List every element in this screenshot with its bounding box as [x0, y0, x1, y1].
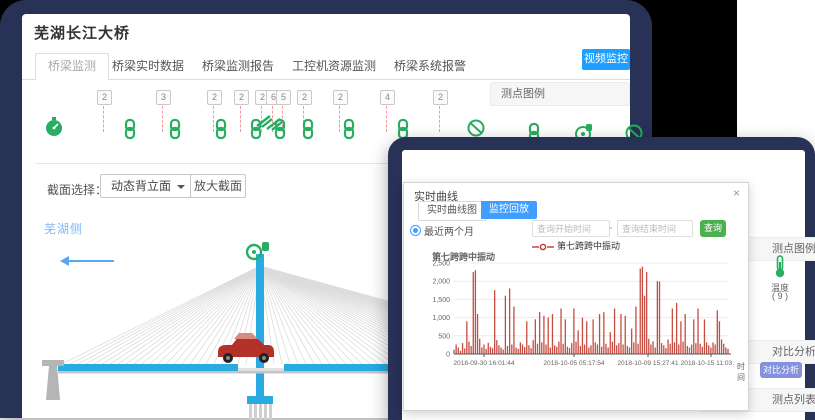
svg-text:2018-09-30 16:01:44: 2018-09-30 16:01:44 [453, 360, 515, 367]
svg-text:1,500: 1,500 [432, 297, 450, 304]
sensor-count-badge: 2 [333, 90, 348, 105]
sensor-count-badge: 2 [97, 90, 112, 105]
left-arrow-head-icon [55, 256, 69, 266]
car [218, 333, 274, 363]
ban-icon[interactable] [466, 117, 486, 139]
svg-text:500: 500 [438, 333, 450, 340]
temperature-count: ( 9 ) [771, 291, 788, 301]
sensor-drop-line [272, 106, 273, 132]
sensor-count-badge: 5 [276, 90, 291, 105]
sensor-drop-line [339, 106, 340, 132]
chain-link-icon[interactable] [165, 118, 185, 140]
tab-system-alarm[interactable]: 桥梁系统报警 [394, 59, 467, 73]
thermometer-icon [775, 255, 785, 278]
divider [35, 163, 475, 164]
realtime-curve-modal: 实时曲线 × 实时曲线图 监控回放 最近两个月 - 查询 第七跨跨中振动 第七跨… [403, 182, 749, 411]
left-arrow-icon [62, 260, 114, 262]
legend-panel: 测点图例 [490, 82, 643, 202]
section-select-label: 截面选择： [47, 183, 108, 197]
chevron-down-icon [177, 185, 185, 193]
sensor-count-badge: 3 [156, 90, 171, 105]
stopwatch-icon[interactable] [44, 116, 64, 138]
sensor-drop-line [240, 106, 241, 132]
query-end-time-input[interactable] [617, 220, 693, 237]
tab-monitor-report[interactable]: 桥梁监测报告 [202, 59, 275, 73]
svg-text:2018-10-05 05:17:54: 2018-10-05 05:17:54 [543, 360, 605, 367]
sensor-drop-line [103, 106, 104, 132]
chain-link-icon[interactable] [298, 118, 318, 140]
page-title: 芜湖长江大桥 [34, 25, 131, 42]
x-axis-label: 时间 [737, 362, 745, 382]
svg-text:2018-10-15 11:03:41: 2018-10-15 11:03:41 [681, 360, 734, 367]
chain-link-icon[interactable] [120, 118, 140, 140]
enlarge-section-button[interactable]: 放大截面 [190, 174, 246, 198]
sensor-drop-line [439, 106, 440, 132]
chart-legend[interactable]: 第七跨跨中振动 [404, 239, 748, 252]
query-start-time-input[interactable] [532, 220, 610, 237]
recent-two-months-radio[interactable] [410, 225, 421, 236]
query-button[interactable]: 查询 [700, 220, 726, 237]
chain-link-icon[interactable] [270, 118, 290, 140]
sensor-count-badge: 2 [297, 90, 312, 105]
svg-text:0: 0 [446, 352, 450, 359]
video-monitor-button[interactable]: 视频监控 [582, 49, 630, 70]
legend-marker-icon [531, 243, 554, 250]
chain-link-icon[interactable] [211, 118, 231, 140]
tab-bridge-monitor[interactable]: 桥梁监测 [35, 53, 110, 81]
sensor-count-badge: 2 [433, 90, 448, 105]
side-direction-label: 芜湖侧 [44, 222, 84, 236]
sensor-count-badge: 2 [207, 90, 222, 105]
section-select[interactable]: 动态背立面 [100, 174, 192, 198]
svg-text:2018-10-09 15:27:41: 2018-10-09 15:27:41 [617, 360, 679, 367]
modal-title: 实时曲线 [414, 191, 458, 203]
tab-ipc-resource[interactable]: 工控机资源监测 [292, 59, 377, 73]
compare-analysis-button[interactable]: 对比分析 [760, 362, 802, 378]
camera-icon [245, 242, 269, 261]
sensor-count-badge: 2 [234, 90, 249, 105]
svg-text:2,000: 2,000 [432, 279, 450, 286]
sensor-drop-line [261, 106, 262, 132]
legend-panel-title: 测点图例 [490, 82, 630, 106]
range-separator: - [609, 223, 613, 234]
svg-text:1,000: 1,000 [432, 315, 450, 322]
sensor-drop-line [386, 106, 387, 132]
sensor-drop-line [282, 106, 283, 132]
svg-text:2,500: 2,500 [432, 261, 450, 268]
sensor-drop-line [303, 106, 304, 132]
sensor-count-badge: 4 [380, 90, 395, 105]
vibration-chart: 0 500 1,000 1,500 2,000 2,500 2018-09-30 16:01… [432, 261, 734, 368]
legend-text: 第七跨跨中振动 [556, 241, 620, 251]
recent-two-months-label: 最近两个月 [424, 227, 474, 238]
chart-title: 第七跨跨中振动 [432, 252, 496, 262]
section-select-value: 动态背立面 [111, 179, 172, 193]
temperature-label: 温度 [770, 283, 789, 293]
anemometer-icon[interactable] [254, 110, 274, 132]
tab-monitor-playback[interactable]: 监控回放 [481, 201, 537, 219]
chain-link-icon[interactable] [339, 118, 359, 140]
tab-realtime-data[interactable]: 桥梁实时数据 [112, 59, 185, 73]
tab-realtime-curve[interactable]: 实时曲线图 [418, 201, 486, 221]
close-icon[interactable]: × [732, 186, 740, 200]
main-tabbar: 桥梁监测 桥梁实时数据 桥梁监测报告 工控机资源监测 桥梁系统报警 [22, 48, 630, 81]
sensor-drop-line [213, 106, 214, 132]
sensor-drop-line [162, 106, 163, 132]
